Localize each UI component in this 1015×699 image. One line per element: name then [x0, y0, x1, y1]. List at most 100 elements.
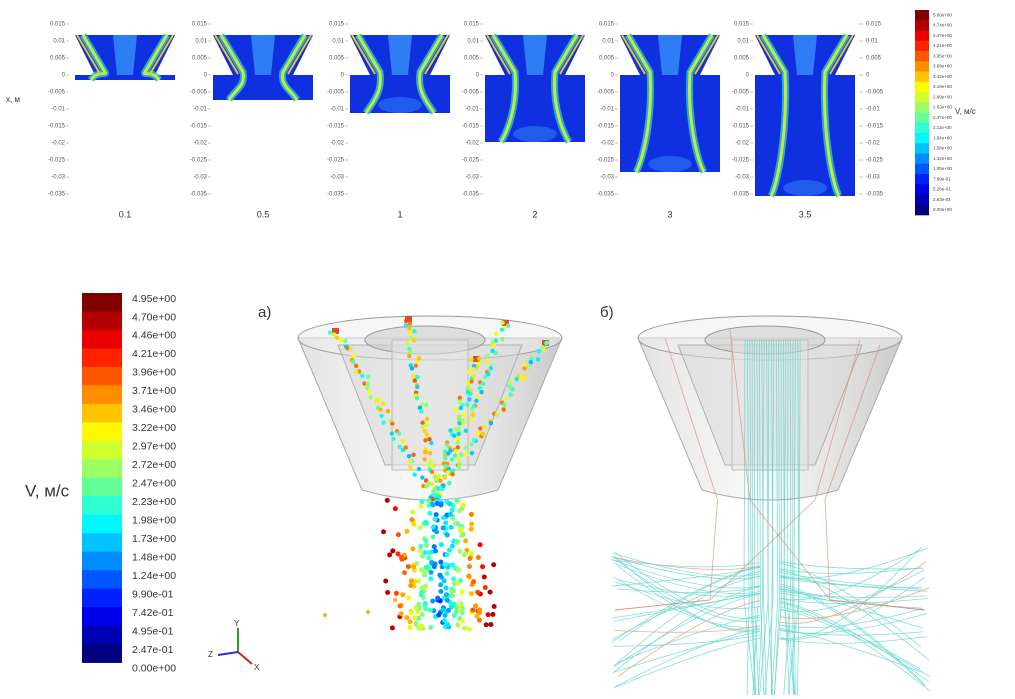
panel-label: 3.5 [799, 209, 812, 219]
particle [486, 612, 491, 617]
y-tick-label: 0.01 [602, 39, 614, 45]
particle [406, 595, 411, 600]
y-tick-label: -0.005 [190, 90, 208, 96]
particle [483, 425, 487, 429]
axis-label: Z [208, 650, 213, 659]
particle [351, 360, 355, 364]
y-tick-label: -0.005 [866, 90, 884, 96]
colorbar-band [82, 348, 122, 367]
particle [379, 414, 383, 418]
y-tick-label: -0.03 [735, 175, 749, 181]
particle [460, 611, 465, 616]
particle [450, 472, 454, 476]
colorbar-band [915, 174, 929, 185]
particle [419, 499, 424, 504]
inlet [388, 35, 412, 75]
particle [385, 498, 390, 503]
y-tick-label: -0.02 [51, 141, 65, 147]
y-tick-label: 0.005 [734, 56, 750, 62]
particle [478, 426, 482, 430]
particle [431, 525, 436, 530]
particle [428, 625, 433, 630]
y-tick-label: -0.035 [866, 192, 884, 198]
y-tick-label: -0.005 [462, 90, 480, 96]
colorbar-label: 1.32e+00 [933, 156, 952, 161]
inlet [251, 35, 275, 75]
particle [453, 449, 457, 453]
particle [438, 560, 443, 565]
colorbar-band [82, 311, 122, 330]
particle [410, 546, 415, 551]
particle [484, 622, 489, 627]
particle [425, 432, 429, 436]
particle [452, 613, 457, 618]
colorbar-band [915, 61, 929, 72]
particle [481, 432, 485, 436]
particle [413, 621, 418, 626]
particle [489, 421, 493, 425]
particle [381, 529, 386, 534]
particle [427, 511, 432, 516]
colorbar-band [82, 478, 122, 497]
particle [396, 532, 401, 537]
inlet [113, 35, 137, 75]
particle [436, 613, 441, 618]
colorbar-label: 3.22e+00 [132, 422, 176, 434]
particle [447, 501, 452, 506]
colorbar-band [915, 133, 929, 144]
y-tick-label: 0.015 [866, 22, 882, 28]
particle [423, 538, 428, 543]
particle [433, 549, 438, 554]
inlet [658, 35, 682, 75]
particle [494, 332, 498, 336]
particle [486, 372, 490, 376]
particle [418, 405, 422, 409]
colorbar-band [82, 496, 122, 515]
colorbar-band [82, 293, 122, 312]
particle [469, 357, 473, 361]
particle [420, 586, 425, 591]
particle [440, 607, 445, 612]
particle [480, 564, 485, 569]
particle [368, 395, 372, 399]
core [378, 97, 422, 113]
panel-label: 2 [532, 209, 537, 219]
particle [545, 341, 549, 345]
colorbar-band [82, 570, 122, 589]
y-tick-label: -0.02 [866, 141, 880, 147]
y-tick-label: 0.015 [192, 22, 208, 28]
colorbar-title: V, м/с [25, 481, 70, 500]
colorbar-label: 3.46e+00 [132, 404, 176, 416]
colorbar-label: 4.47e+00 [933, 33, 952, 38]
particle [420, 424, 424, 428]
particle [508, 392, 512, 396]
particle [470, 608, 475, 613]
particle [477, 356, 481, 360]
particle [445, 622, 450, 627]
colorbar-band [82, 422, 122, 441]
particle [467, 370, 471, 374]
y-tick-label: -0.01 [465, 107, 479, 113]
particle [506, 323, 510, 327]
particle [407, 454, 411, 458]
y-tick-label: -0.025 [732, 158, 750, 164]
colorbar-band [82, 385, 122, 404]
particle [415, 385, 419, 389]
y-tick-label: -0.03 [600, 175, 614, 181]
colorbar-label: 4.21e+00 [132, 348, 176, 360]
colorbar-band [915, 205, 929, 216]
particle [423, 550, 428, 555]
colorbar-band [82, 552, 122, 571]
particle [473, 603, 478, 608]
particle [442, 578, 447, 583]
y-tick-label: -0.035 [597, 192, 615, 198]
particle [500, 337, 504, 341]
particle [469, 379, 473, 383]
particle [430, 470, 434, 474]
particle [383, 579, 388, 584]
inlet [523, 35, 547, 75]
y-tick-label: 0.01 [53, 39, 65, 45]
y-tick-label: -0.02 [193, 141, 207, 147]
y-tick-label: 0.005 [192, 56, 208, 62]
particle [409, 610, 414, 615]
